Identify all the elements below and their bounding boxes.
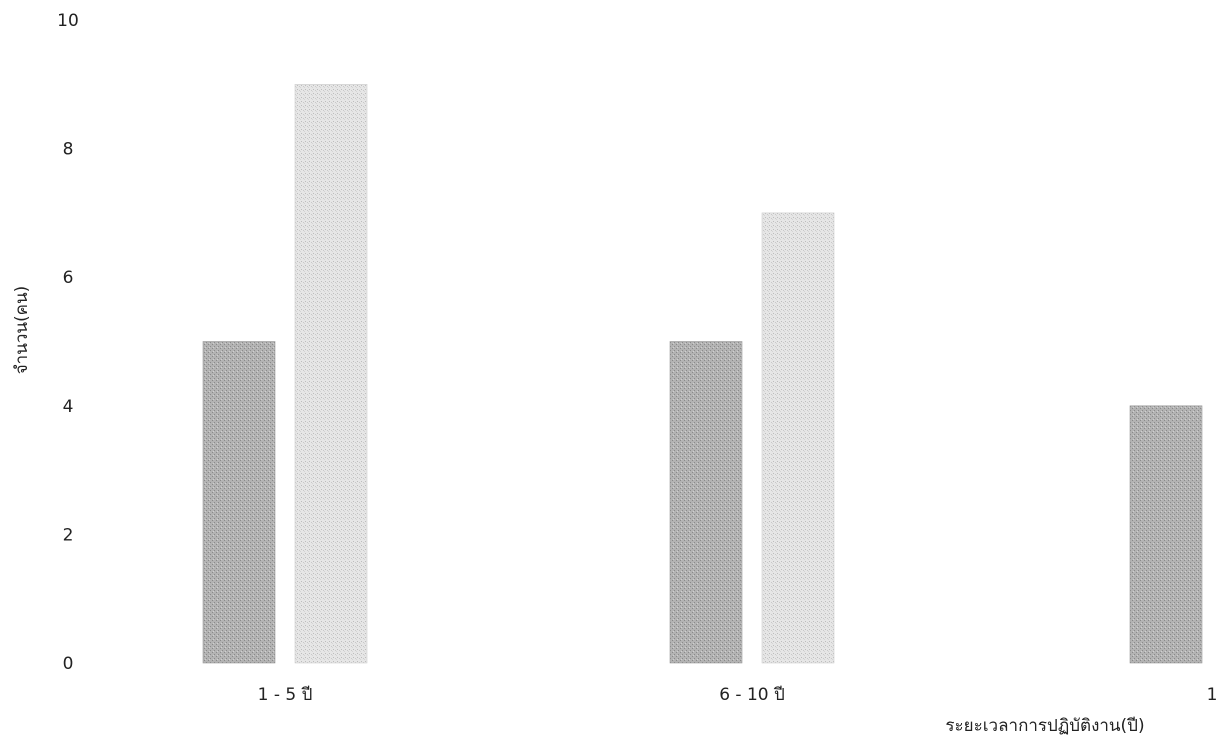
x-category-label: 6 - 10 ปี [719, 685, 785, 705]
y-axis-ticks: 0 2 4 6 8 10 [57, 11, 79, 674]
bar-series1-2 [669, 341, 743, 664]
x-axis-title: ระยะเวลาการปฏิบัติงาน(ปี) [945, 716, 1144, 736]
y-axis-title: จำนวน(คน) [12, 286, 32, 375]
bar-series1-3 [1129, 405, 1203, 664]
bars-group [202, 84, 1203, 664]
y-tick-label: 8 [63, 140, 74, 160]
bar-series2-1 [294, 84, 368, 664]
bar-series1-1 [202, 341, 276, 664]
x-category-label: 1 [1207, 685, 1218, 705]
y-tick-label: 0 [63, 654, 74, 674]
x-axis-labels: 1 - 5 ปี 6 - 10 ปี 1 [258, 685, 1218, 705]
x-category-label: 1 - 5 ปี [258, 685, 313, 705]
y-tick-label: 2 [63, 525, 74, 545]
y-tick-label: 6 [63, 268, 74, 288]
y-tick-label: 10 [57, 11, 79, 31]
y-tick-label: 4 [63, 397, 74, 417]
bar-series2-2 [761, 212, 835, 664]
